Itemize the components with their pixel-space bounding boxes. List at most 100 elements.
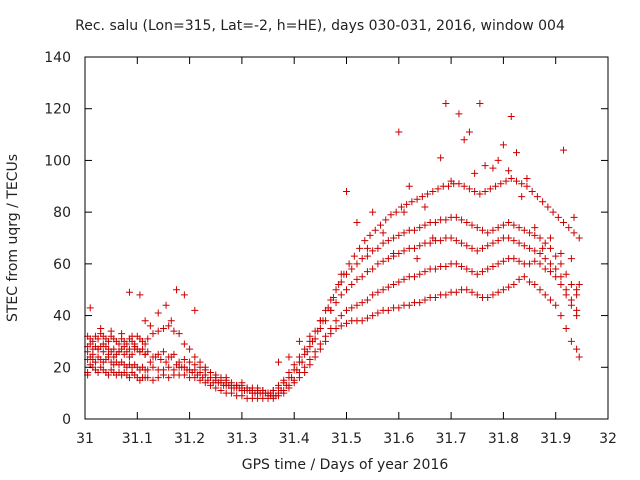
- x-tick-label: 31: [76, 431, 94, 447]
- data-point: [136, 291, 144, 299]
- data-point: [303, 348, 311, 356]
- data-point: [97, 325, 105, 332]
- data-point: [526, 278, 534, 286]
- data-point: [531, 231, 539, 239]
- data-point: [180, 291, 188, 299]
- data-point: [515, 239, 523, 247]
- data-point: [382, 216, 390, 224]
- data-point: [447, 234, 455, 242]
- data-point: [552, 252, 560, 260]
- data-point: [374, 260, 382, 268]
- data-point: [196, 358, 204, 366]
- data-point: [523, 175, 531, 183]
- data-point: [350, 252, 358, 260]
- data-point: [235, 384, 243, 392]
- data-point: [94, 345, 102, 353]
- data-point: [337, 312, 345, 320]
- data-point: [424, 190, 432, 198]
- data-point: [546, 260, 554, 268]
- data-point: [481, 187, 489, 195]
- data-point: [376, 221, 384, 229]
- data-point: [154, 374, 162, 382]
- data-point: [222, 374, 230, 382]
- data-point: [560, 218, 568, 226]
- data-point: [505, 167, 513, 175]
- data-point: [363, 314, 371, 322]
- data-point: [392, 208, 400, 216]
- data-point: [358, 317, 366, 325]
- data-point: [369, 265, 377, 273]
- data-point: [91, 358, 99, 366]
- data-point: [531, 247, 539, 255]
- data-point: [191, 306, 199, 314]
- data-point: [552, 265, 560, 273]
- data-point: [105, 350, 113, 358]
- data-point: [536, 234, 544, 242]
- data-point: [573, 345, 581, 353]
- data-point: [575, 353, 583, 361]
- data-point: [277, 387, 285, 395]
- x-tick-label: 32: [599, 431, 617, 447]
- data-point: [502, 177, 510, 185]
- data-point: [167, 353, 175, 361]
- data-point: [214, 379, 222, 387]
- data-point: [468, 268, 476, 276]
- data-point: [141, 340, 149, 348]
- data-point: [557, 312, 565, 320]
- data-point: [165, 374, 173, 382]
- data-point: [465, 185, 473, 193]
- y-tick-label: 120: [44, 102, 71, 118]
- data-point: [484, 293, 492, 301]
- data-point: [489, 226, 497, 234]
- data-point: [363, 244, 371, 252]
- data-point: [162, 358, 170, 366]
- x-tick-label: 31.1: [122, 431, 153, 447]
- data-point: [180, 356, 188, 364]
- data-point: [573, 286, 581, 294]
- data-point: [570, 229, 578, 237]
- data-point: [468, 221, 476, 229]
- data-point: [507, 175, 515, 183]
- data-point: [510, 221, 518, 229]
- data-point: [157, 356, 165, 364]
- data-point: [437, 237, 445, 245]
- data-point: [348, 265, 356, 273]
- data-point: [546, 244, 554, 252]
- chart-title: Rec. salu (Lon=315, Lat=-2, h=HE), days …: [75, 18, 565, 34]
- data-point: [520, 273, 528, 281]
- data-point: [343, 187, 350, 195]
- data-point: [353, 275, 361, 283]
- data-point: [149, 376, 157, 384]
- data-point: [188, 368, 196, 376]
- data-point: [531, 281, 539, 289]
- data-point: [343, 319, 350, 327]
- data-point: [191, 361, 199, 369]
- data-point: [390, 281, 398, 289]
- data-point: [358, 273, 366, 281]
- data-point: [356, 244, 364, 252]
- data-point: [384, 283, 392, 291]
- data-point: [353, 260, 361, 268]
- data-point: [541, 265, 549, 273]
- data-point: [452, 260, 460, 268]
- data-point: [560, 146, 568, 154]
- data-point: [94, 335, 102, 343]
- data-point: [374, 288, 382, 296]
- data-point: [408, 198, 416, 206]
- data-point: [178, 363, 186, 371]
- data-point: [416, 224, 424, 232]
- data-point: [473, 224, 481, 232]
- data-point: [332, 299, 340, 307]
- data-point: [105, 337, 113, 345]
- data-point: [468, 288, 476, 296]
- data-point: [173, 286, 181, 294]
- data-point: [499, 141, 507, 149]
- data-point: [499, 286, 507, 294]
- data-point: [267, 389, 275, 397]
- data-point: [314, 327, 322, 335]
- data-point: [332, 317, 340, 325]
- data-point: [452, 213, 460, 221]
- data-point: [154, 309, 162, 317]
- data-point: [272, 392, 280, 400]
